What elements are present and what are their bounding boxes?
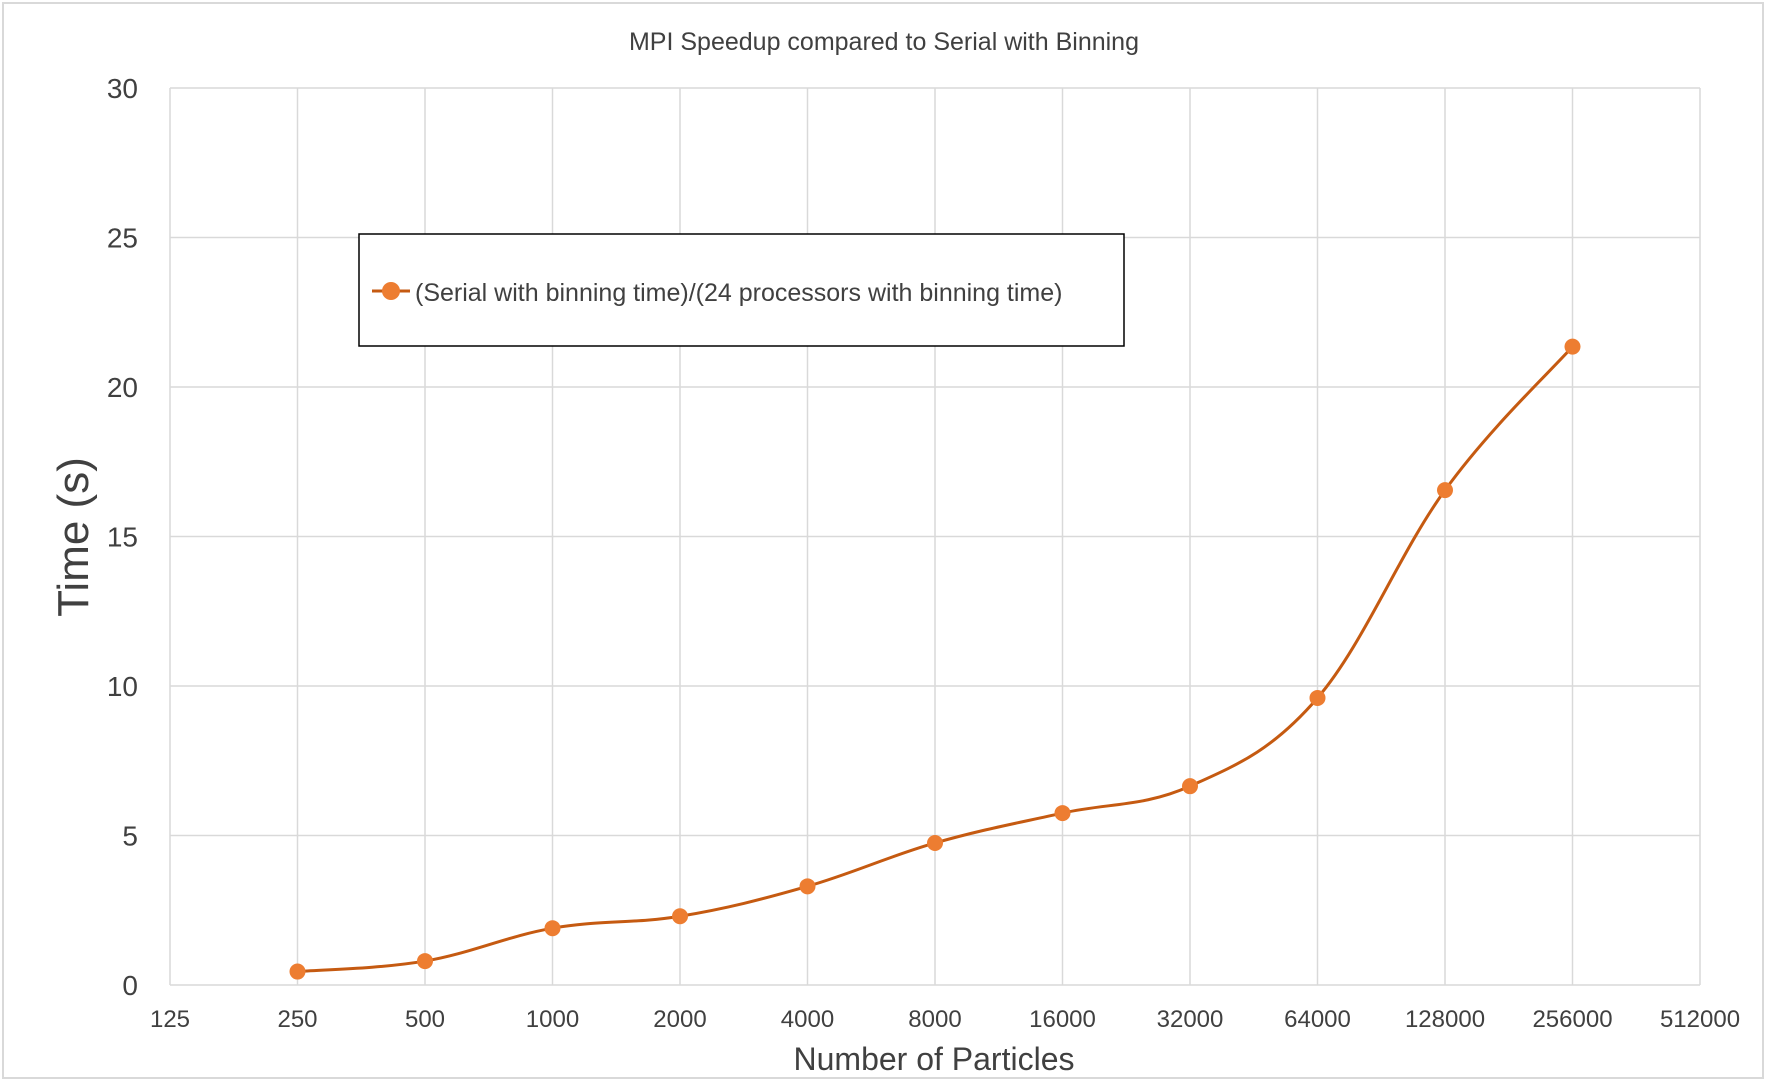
data-point xyxy=(799,878,816,895)
y-tick-label: 25 xyxy=(107,223,138,254)
data-point xyxy=(1054,805,1071,822)
data-point xyxy=(672,908,688,925)
data-point xyxy=(1437,482,1453,499)
y-tick-label: 20 xyxy=(107,372,138,403)
data-point xyxy=(417,953,433,970)
y-tick-label: 0 xyxy=(122,970,138,1001)
x-tick-label: 2000 xyxy=(653,1006,706,1033)
x-tick-label: 125 xyxy=(150,1006,190,1033)
x-tick-labels: 125 250 500 1000 2000 4000 8000 16000 32000 64000… xyxy=(150,1006,1740,1033)
data-point xyxy=(544,920,561,937)
data-point xyxy=(927,834,943,851)
x-tick-label: 1000 xyxy=(526,1006,579,1033)
data-point xyxy=(1182,778,1198,795)
x-tick-label: 16000 xyxy=(1029,1006,1096,1033)
data-point xyxy=(289,963,306,980)
legend: (Serial with binning time)/(24 processor… xyxy=(358,233,1125,347)
x-tick-label: 8000 xyxy=(908,1006,961,1033)
legend-label: (Serial with binning time)/(24 processor… xyxy=(415,279,1063,307)
series-line xyxy=(297,345,1574,974)
legend-marker xyxy=(382,282,400,300)
y-tick-label: 30 xyxy=(107,73,138,104)
y-tick-labels: 0 5 10 15 20 25 30 xyxy=(107,73,138,1001)
x-tick-label: 512000 xyxy=(1660,1006,1740,1033)
y-tick-label: 5 xyxy=(122,821,138,852)
x-tick-label: 32000 xyxy=(1157,1006,1224,1033)
x-tick-label: 128000 xyxy=(1405,1006,1485,1033)
y-tick-label: 10 xyxy=(107,671,138,702)
series-layer xyxy=(289,338,1581,980)
y-tick-label: 15 xyxy=(107,522,138,553)
x-tick-label: 64000 xyxy=(1284,1006,1351,1033)
x-tick-label: 256000 xyxy=(1532,1006,1612,1033)
x-tick-label: 250 xyxy=(277,1006,317,1033)
y-axis-title: Time (s) xyxy=(49,457,98,617)
x-tick-label: 4000 xyxy=(781,1006,834,1033)
legend-box xyxy=(358,233,1125,347)
data-point xyxy=(1564,338,1581,355)
data-point xyxy=(1309,689,1326,706)
x-axis-title: Number of Particles xyxy=(794,1041,1075,1077)
x-tick-label: 500 xyxy=(405,1006,445,1033)
chart-title: MPI Speedup compared to Serial with Binn… xyxy=(629,28,1139,56)
